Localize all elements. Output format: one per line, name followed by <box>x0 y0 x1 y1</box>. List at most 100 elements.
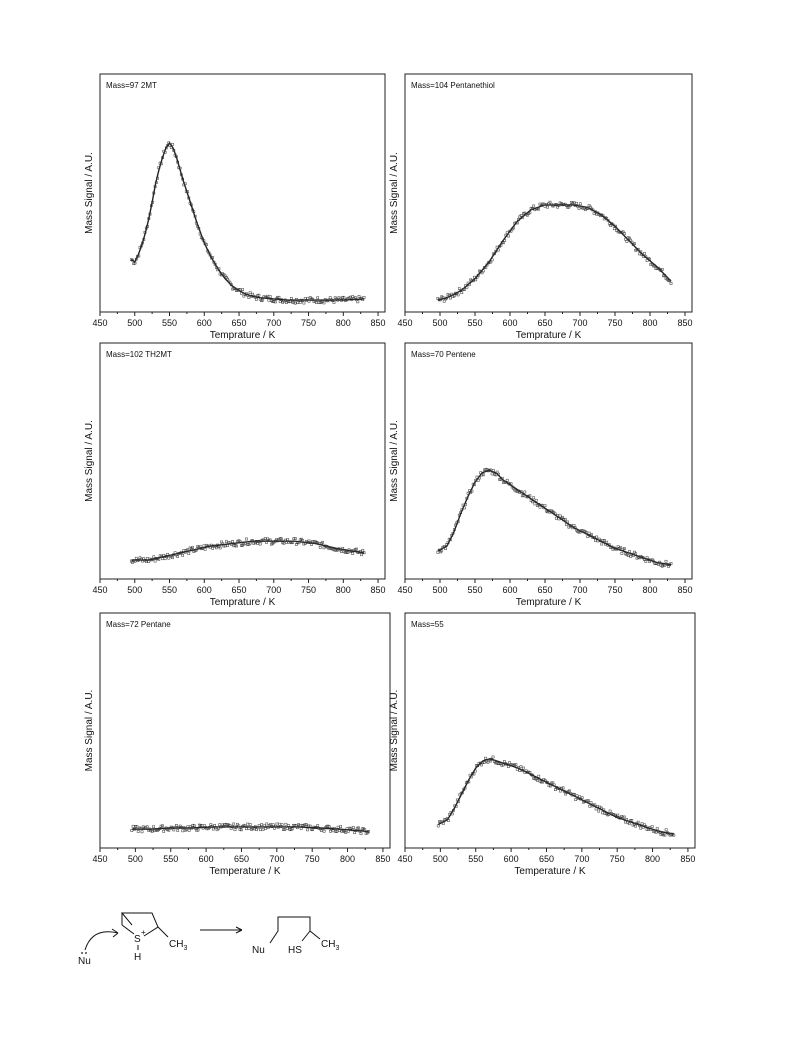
data-point <box>495 245 499 249</box>
data-point <box>468 283 471 286</box>
data-point <box>580 796 584 800</box>
data-point <box>308 824 312 828</box>
data-point <box>258 542 262 546</box>
data-point <box>180 826 183 829</box>
x-axis-title: Temperature / K <box>514 866 585 877</box>
data-point <box>611 223 615 227</box>
data-point <box>225 540 228 543</box>
data-point <box>290 297 293 300</box>
data-point <box>436 824 440 828</box>
x-tick-label: 650 <box>232 318 247 328</box>
data-point <box>185 828 188 831</box>
data-point <box>471 279 475 283</box>
data-point <box>557 786 561 790</box>
attack-arrowhead <box>111 928 119 938</box>
data-point <box>176 829 180 832</box>
panel-label: Mass=55 <box>411 620 444 629</box>
x-tick-label: 650 <box>537 585 552 595</box>
data-point <box>482 761 486 764</box>
data-point <box>211 827 215 831</box>
data-point <box>606 219 610 222</box>
data-point <box>152 555 156 559</box>
data-point <box>164 146 168 150</box>
x-tick-label: 600 <box>199 854 214 864</box>
data-point <box>157 558 161 561</box>
data-point <box>643 252 646 255</box>
data-point <box>315 301 318 304</box>
x-tick-label: 750 <box>610 854 625 864</box>
x-tick-label: 450 <box>397 585 412 595</box>
data-point <box>663 833 667 837</box>
x-tick-label: 850 <box>371 318 386 328</box>
plot-frame <box>404 612 696 849</box>
data-point <box>594 538 597 542</box>
data-point <box>280 823 284 827</box>
data-point <box>223 544 227 548</box>
data-point <box>311 828 314 832</box>
data-point <box>149 204 153 207</box>
data-point <box>616 813 620 817</box>
data-point <box>586 207 590 210</box>
data-point <box>257 824 261 828</box>
data-point <box>186 190 189 194</box>
data-point <box>634 552 638 556</box>
data-point <box>202 239 206 243</box>
x-tick-label: 850 <box>371 585 386 595</box>
data-point <box>660 268 664 271</box>
data-point <box>166 144 169 147</box>
data-point <box>489 468 493 472</box>
product-methyl: CH3 <box>321 939 339 952</box>
data-point <box>463 786 467 790</box>
data-point <box>465 496 469 500</box>
data-point <box>464 503 467 506</box>
data-point <box>169 146 173 149</box>
data-point <box>228 823 232 827</box>
data-point <box>572 524 576 527</box>
data-point <box>439 298 442 302</box>
data-point <box>234 825 238 829</box>
data-point <box>146 224 149 228</box>
data-point <box>133 261 137 265</box>
data-point <box>623 232 626 236</box>
data-point <box>508 761 511 765</box>
data-point <box>316 824 320 827</box>
data-point <box>506 765 510 768</box>
data-point <box>147 217 151 220</box>
x-tick-label: 650 <box>232 585 247 595</box>
data-point <box>640 822 644 826</box>
data-point <box>563 517 567 521</box>
x-tick-label: 450 <box>92 318 107 328</box>
data-point <box>182 826 186 829</box>
data-point <box>664 828 668 832</box>
data-point <box>211 256 214 259</box>
data-point <box>561 515 564 519</box>
data-point <box>568 204 572 207</box>
data-point <box>262 824 266 828</box>
data-point <box>497 472 500 476</box>
data-point <box>183 182 187 186</box>
data-point <box>351 552 355 555</box>
data-point <box>231 540 234 543</box>
data-point <box>327 825 331 829</box>
data-point <box>360 553 363 557</box>
data-point <box>146 557 149 560</box>
data-point <box>531 773 534 777</box>
data-point <box>134 257 138 261</box>
data-point <box>473 483 476 487</box>
data-point <box>473 769 477 773</box>
data-point <box>248 291 252 295</box>
data-point <box>175 824 178 827</box>
x-tick-label: 550 <box>468 854 483 864</box>
data-point <box>644 255 648 259</box>
data-point <box>176 555 179 558</box>
data-point <box>253 825 257 829</box>
x-tick-label: 650 <box>539 854 554 864</box>
data-point <box>210 543 213 547</box>
plot-frame <box>99 73 386 313</box>
x-tick-label: 500 <box>432 318 447 328</box>
reaction-scheme: Nu S + H CH3 Nu HS CH3 <box>78 912 339 967</box>
data-point <box>232 822 236 826</box>
data-point <box>172 828 176 832</box>
data-point <box>159 554 163 558</box>
data-point <box>507 234 510 238</box>
